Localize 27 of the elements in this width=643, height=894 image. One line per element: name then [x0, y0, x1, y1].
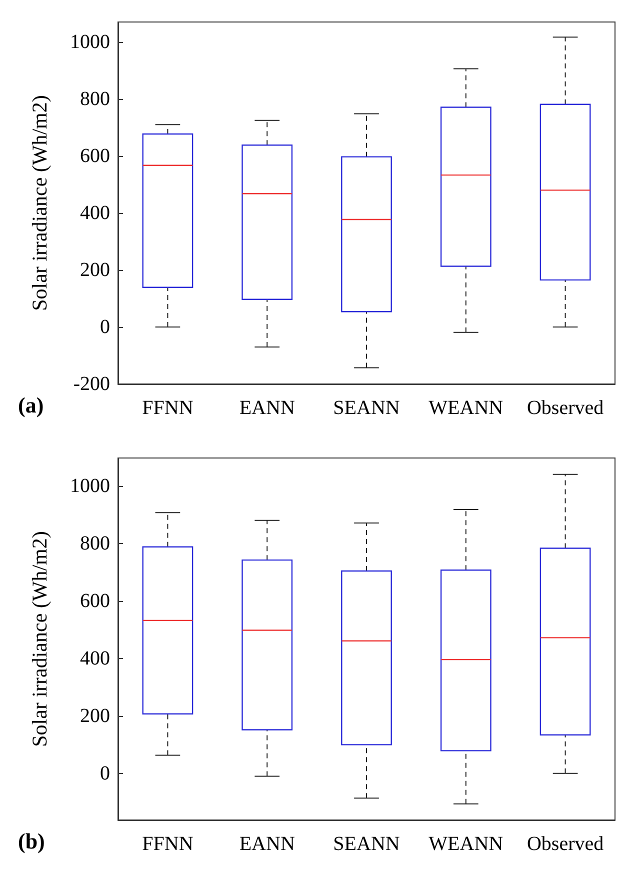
y-tick-label: 200: [80, 704, 110, 727]
y-axis-title: Solar irradiance (Wh/m2): [28, 95, 52, 311]
y-tick-label: 0: [100, 762, 110, 784]
x-tick-label: SEANN: [333, 833, 400, 855]
y-tick-label: 600: [80, 144, 110, 167]
y-tick-label: 800: [80, 532, 110, 554]
y-tick-label: -200: [73, 373, 110, 395]
x-tick-label: Observed: [526, 833, 604, 855]
x-tick-label: EANN: [239, 833, 295, 855]
text: (a): [18, 392, 44, 418]
x-tick-label: FFNN: [142, 397, 194, 419]
x-tick-label: Observed: [526, 397, 604, 419]
y-tick-label: 1000: [70, 30, 110, 53]
y-axis-title: Solar irradiance (Wh/m2): [28, 531, 52, 747]
y-tick-label: 1000: [70, 474, 110, 497]
x-tick-label: WEANN: [428, 397, 504, 419]
x-tick-label: FFNN: [142, 833, 194, 855]
y-tick-label: 200: [80, 258, 110, 281]
y-tick-label: 800: [80, 88, 110, 110]
y-tick-label: 400: [80, 647, 110, 670]
text: (b): [18, 828, 45, 854]
y-tick-label: 600: [80, 590, 110, 612]
y-tick-label: 0: [100, 316, 110, 338]
x-tick-label: WEANN: [428, 833, 504, 855]
y-tick-label: 400: [80, 202, 110, 224]
x-tick-label: SEANN: [333, 397, 400, 419]
x-tick-label: EANN: [239, 397, 295, 419]
